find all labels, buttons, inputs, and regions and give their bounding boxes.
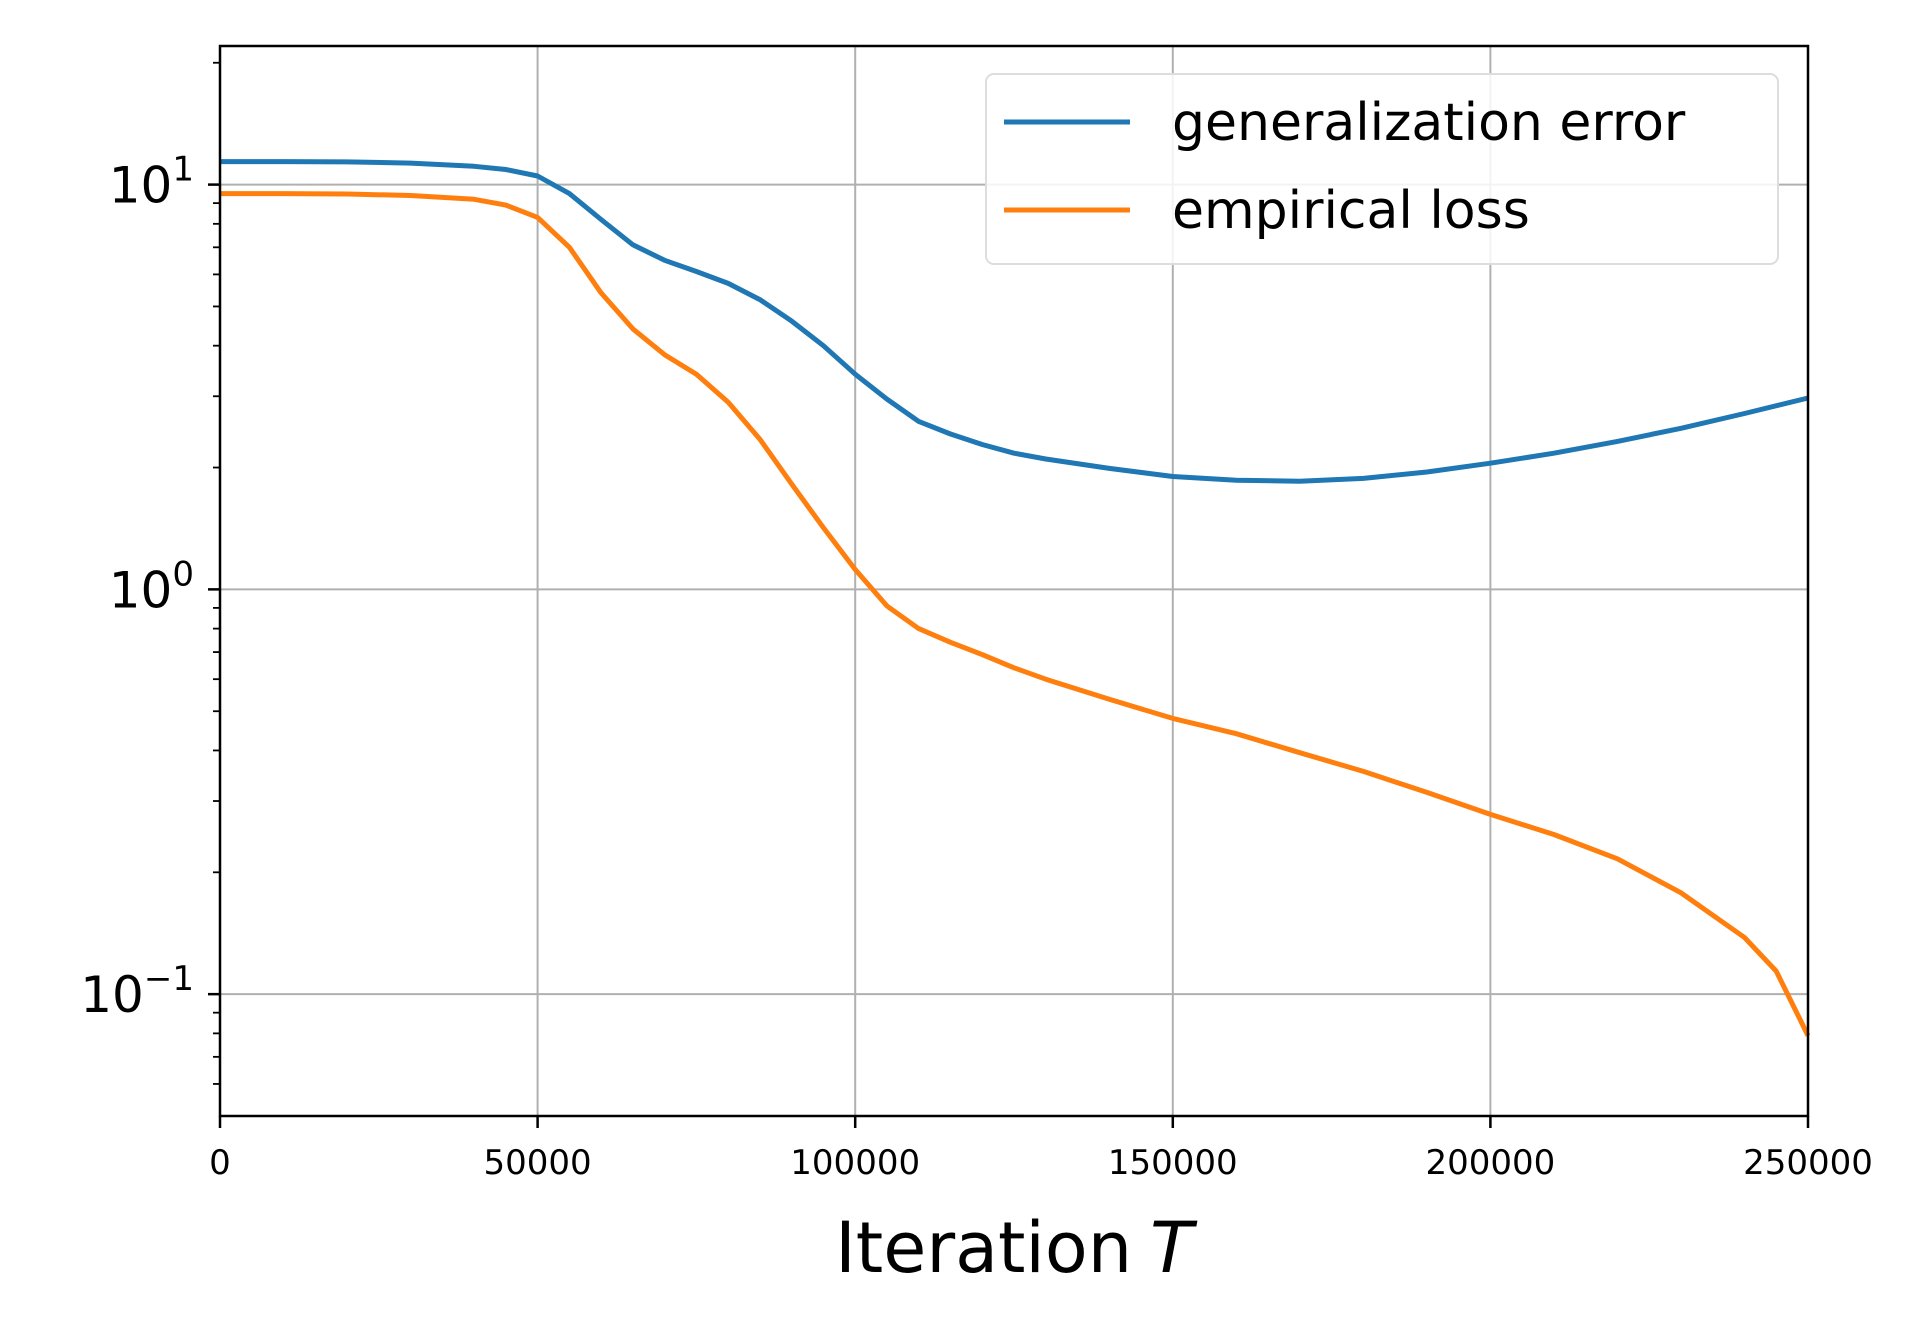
x-tick-label: 100000 xyxy=(790,1143,920,1183)
series-lines xyxy=(220,159,1811,1037)
tick-marks xyxy=(208,61,1810,1128)
x-tick-label: 0 xyxy=(209,1143,231,1183)
y-tick-label: 10−1 xyxy=(80,959,194,1024)
legend: generalization error empirical loss xyxy=(985,73,1779,265)
x-tick-label: 50000 xyxy=(484,1143,592,1183)
x-tick-label: 250000 xyxy=(1743,1143,1873,1183)
x-axis-label: Iteration T xyxy=(835,1207,1198,1289)
x-tick-label: 200000 xyxy=(1426,1143,1556,1183)
legend-label: empirical loss xyxy=(1172,181,1530,241)
x-axis-label-symbol: T xyxy=(1150,1207,1198,1289)
series-line-generalization-error xyxy=(220,159,1809,484)
legend-box xyxy=(985,73,1779,265)
y-tick-label: 100 xyxy=(109,554,194,619)
axes-frame xyxy=(218,44,1810,1118)
x-tick-label: 150000 xyxy=(1108,1143,1238,1183)
series-line-empirical-loss xyxy=(220,191,1811,1037)
y-tick-labels: 101 100 10−1 xyxy=(80,150,194,1025)
x-axis-label-text: Iteration xyxy=(835,1207,1132,1289)
legend-label: generalization error xyxy=(1172,93,1686,153)
y-tick-label: 101 xyxy=(109,150,194,215)
x-tick-labels: 0 50000 100000 150000 200000 250000 xyxy=(209,1143,1873,1183)
